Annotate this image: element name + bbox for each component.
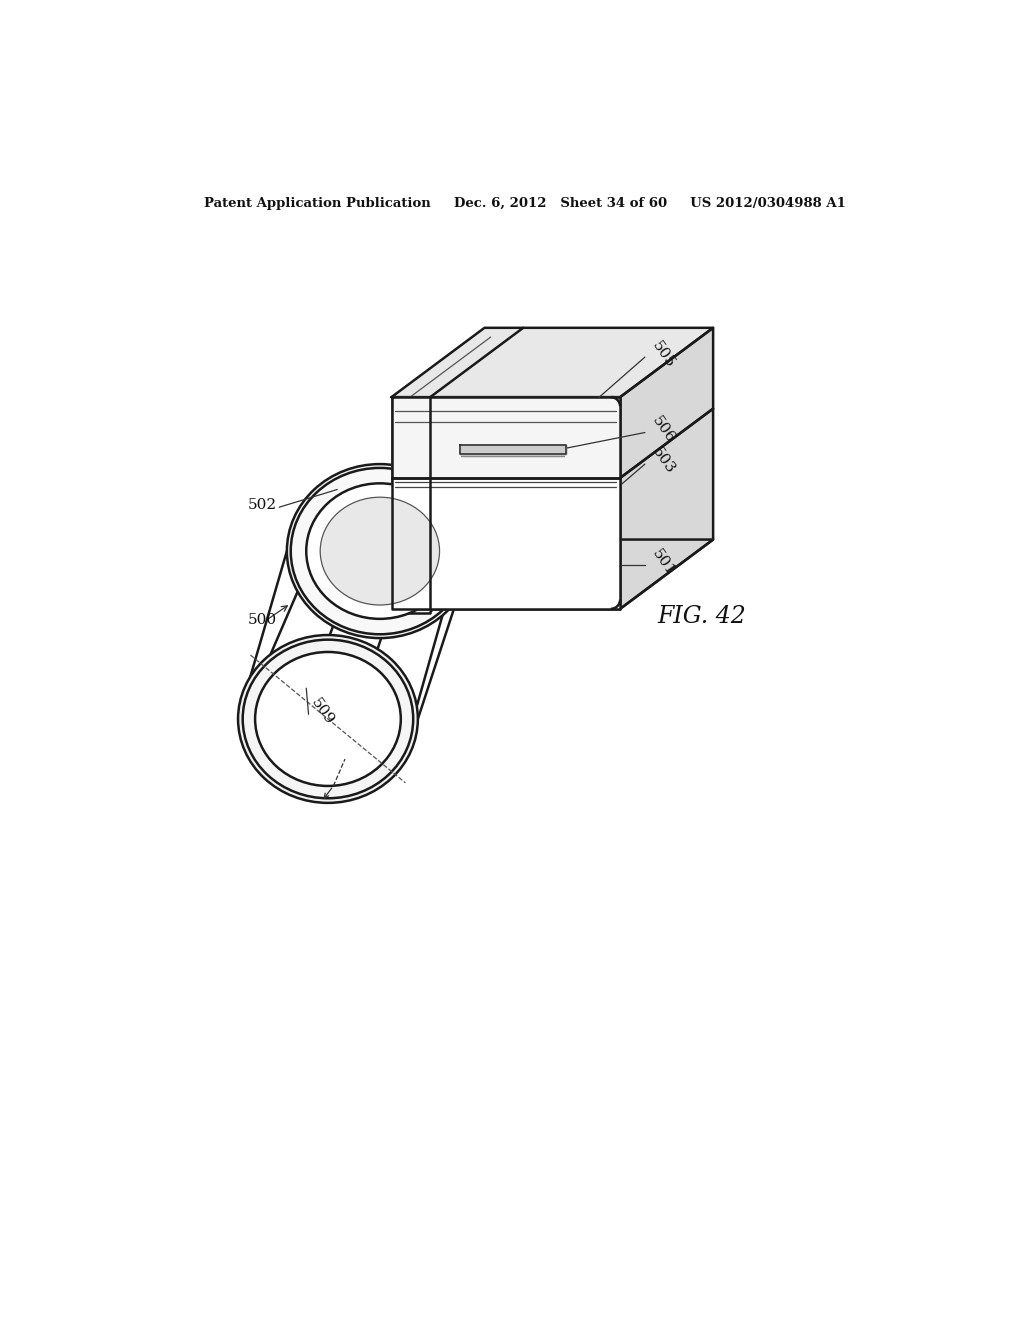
Ellipse shape: [238, 635, 418, 803]
Polygon shape: [460, 445, 566, 454]
Polygon shape: [621, 327, 713, 609]
Text: 503: 503: [649, 445, 677, 477]
Text: 501: 501: [649, 546, 677, 578]
Polygon shape: [391, 397, 621, 478]
Text: 505: 505: [649, 339, 677, 371]
Text: Patent Application Publication     Dec. 6, 2012   Sheet 34 of 60     US 2012/030: Patent Application Publication Dec. 6, 2…: [204, 197, 846, 210]
Ellipse shape: [243, 640, 414, 799]
Ellipse shape: [306, 483, 454, 619]
Polygon shape: [391, 478, 621, 609]
Ellipse shape: [291, 467, 469, 635]
Text: 509: 509: [308, 696, 337, 727]
Ellipse shape: [321, 498, 439, 605]
Text: 500: 500: [248, 614, 278, 627]
Polygon shape: [391, 397, 621, 478]
Text: 502: 502: [248, 498, 278, 512]
Polygon shape: [391, 478, 621, 609]
Polygon shape: [460, 445, 566, 454]
Ellipse shape: [255, 652, 400, 785]
Text: FIG. 42: FIG. 42: [657, 605, 745, 628]
Polygon shape: [391, 327, 713, 397]
Polygon shape: [391, 540, 713, 609]
Text: 506: 506: [649, 413, 677, 445]
Ellipse shape: [287, 465, 473, 638]
